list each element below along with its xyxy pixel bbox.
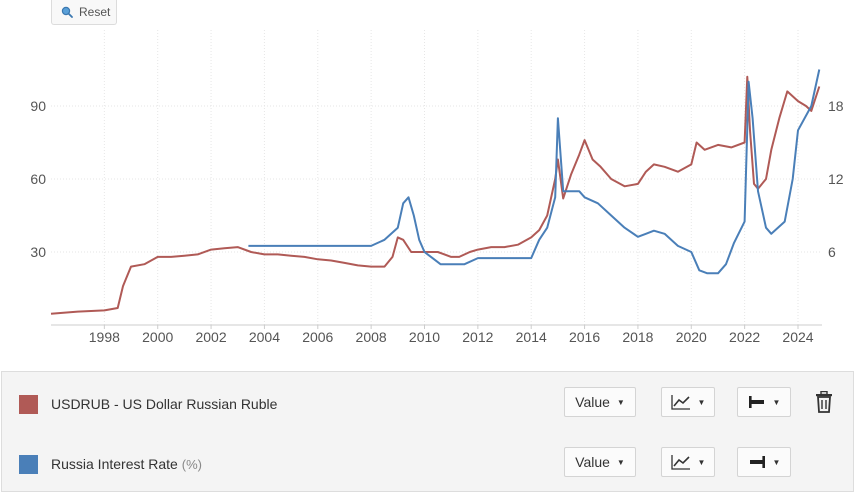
series-lines bbox=[50, 69, 821, 315]
x-tick-label: 2020 bbox=[676, 329, 707, 345]
caret-down-icon: ▼ bbox=[697, 397, 706, 407]
caret-down-icon: ▼ bbox=[616, 457, 625, 467]
value-dropdown[interactable]: Value ▼ bbox=[564, 387, 636, 417]
caret-down-icon: ▼ bbox=[616, 397, 625, 407]
chart-type-dropdown[interactable]: ▼ bbox=[661, 387, 715, 417]
series-unit: (%) bbox=[181, 457, 202, 472]
value-dropdown-label: Value bbox=[575, 454, 610, 470]
x-tick-label: 2012 bbox=[462, 329, 493, 345]
y-axis-right: 6 12 18 bbox=[828, 98, 844, 260]
series-name-text: Russia Interest Rate bbox=[51, 456, 178, 472]
series-color-swatch[interactable] bbox=[19, 395, 38, 414]
legend-row-interest-rate: Russia Interest Rate (%) Value ▼ ▼ ▼ bbox=[2, 445, 853, 485]
caret-down-icon: ▼ bbox=[697, 457, 706, 467]
x-tick-label: 2006 bbox=[302, 329, 333, 345]
chart-type-dropdown[interactable]: ▼ bbox=[661, 447, 715, 477]
caret-down-icon: ▼ bbox=[772, 457, 781, 467]
line-chart-icon bbox=[670, 455, 690, 470]
x-tick-label: 2024 bbox=[782, 329, 813, 345]
series-name: USDRUB - US Dollar Russian Ruble bbox=[51, 396, 278, 412]
reset-button[interactable]: Reset bbox=[51, 0, 117, 25]
axis-dropdown[interactable]: ▼ bbox=[737, 447, 791, 477]
chart: 1998 2000 2002 2004 2006 2008 2010 2012 2014 2016… bbox=[30, 30, 844, 345]
y-axis-left: 30 60 90 bbox=[30, 98, 46, 260]
legend-row-usdrub: USDRUB - US Dollar Russian Ruble Value ▼… bbox=[2, 385, 853, 425]
series-line-1 bbox=[248, 69, 821, 275]
y-right-tick-label: 18 bbox=[828, 98, 844, 114]
x-tick-label: 2008 bbox=[356, 329, 387, 345]
x-tick-label: 2002 bbox=[195, 329, 226, 345]
caret-down-icon: ▼ bbox=[772, 397, 781, 407]
x-tick-label: 2010 bbox=[409, 329, 440, 345]
y-left-tick-label: 60 bbox=[30, 171, 46, 187]
value-dropdown[interactable]: Value ▼ bbox=[564, 447, 636, 477]
y-right-tick-label: 12 bbox=[828, 171, 844, 187]
trash-icon[interactable] bbox=[815, 391, 833, 413]
y-left-tick-label: 30 bbox=[30, 244, 46, 260]
reset-label: Reset bbox=[79, 5, 111, 19]
x-tick-label: 1998 bbox=[89, 329, 120, 345]
value-dropdown-label: Value bbox=[575, 394, 610, 410]
y-right-tick-label: 6 bbox=[828, 244, 836, 260]
magnifier-icon bbox=[61, 6, 73, 18]
x-tick-label: 2000 bbox=[142, 329, 173, 345]
series-color-swatch[interactable] bbox=[19, 455, 38, 474]
axis-left-icon bbox=[748, 396, 764, 408]
x-axis: 1998 2000 2002 2004 2006 2008 2010 2012 2014 2016… bbox=[89, 329, 814, 345]
axis-dropdown[interactable]: ▼ bbox=[737, 387, 791, 417]
x-tick-label: 2022 bbox=[729, 329, 760, 345]
series-name: Russia Interest Rate (%) bbox=[51, 456, 202, 472]
legend-panel: USDRUB - US Dollar Russian Ruble Value ▼… bbox=[1, 371, 854, 492]
x-tick-label: 2014 bbox=[516, 329, 547, 345]
x-tick-label: 2018 bbox=[622, 329, 653, 345]
gridlines bbox=[51, 30, 822, 329]
x-tick-label: 2004 bbox=[249, 329, 280, 345]
x-tick-label: 2016 bbox=[569, 329, 600, 345]
line-chart-icon bbox=[670, 395, 690, 410]
series-line-0 bbox=[50, 75, 821, 315]
axis-right-icon bbox=[749, 456, 765, 468]
y-left-tick-label: 90 bbox=[30, 98, 46, 114]
